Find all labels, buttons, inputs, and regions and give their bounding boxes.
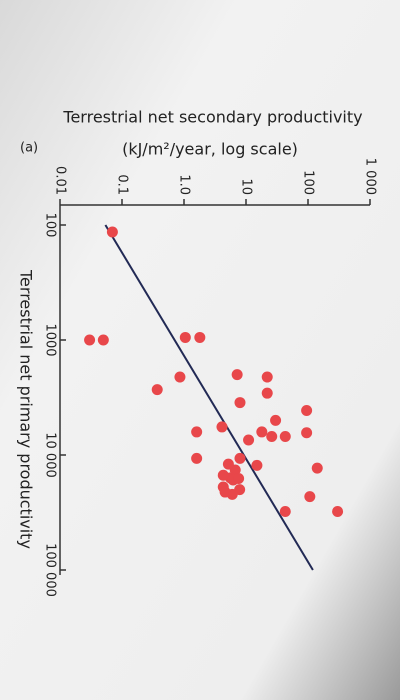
data-point bbox=[266, 430, 278, 442]
data-point bbox=[191, 452, 203, 464]
x-tick-label: 1000 bbox=[43, 323, 58, 356]
data-point bbox=[191, 426, 203, 438]
data-point bbox=[243, 434, 255, 446]
fit-line bbox=[104, 224, 314, 571]
data-point bbox=[332, 506, 344, 518]
data-point bbox=[256, 426, 268, 438]
data-point bbox=[106, 226, 118, 238]
data-point bbox=[217, 469, 229, 481]
x-tick-label: 10 000 bbox=[43, 432, 58, 478]
x-tick-label: 100 bbox=[43, 213, 58, 238]
data-point bbox=[279, 506, 291, 518]
data-point bbox=[270, 414, 282, 426]
chart-title: Terrestrial net secondary productivity bbox=[62, 108, 362, 127]
data-point bbox=[301, 427, 313, 439]
y-tick-label: 0.1 bbox=[115, 174, 130, 195]
data-point bbox=[179, 331, 191, 343]
data-point bbox=[151, 384, 163, 396]
data-point bbox=[174, 371, 186, 383]
y-tick-label: 10 bbox=[239, 178, 254, 195]
x-tick-label: 100 000 bbox=[43, 543, 58, 597]
y-tick-label: 1.0 bbox=[177, 174, 192, 195]
data-point bbox=[261, 371, 273, 383]
data-point bbox=[219, 486, 231, 498]
chart-subtitle: (kJ/m²/year, log scale) bbox=[122, 140, 298, 159]
data-point bbox=[301, 404, 313, 416]
data-point bbox=[234, 397, 246, 409]
data-point bbox=[251, 459, 263, 471]
data-point bbox=[216, 421, 228, 433]
data-point bbox=[194, 331, 206, 343]
data-point bbox=[261, 387, 273, 399]
data-point bbox=[279, 430, 291, 442]
data-point bbox=[234, 452, 246, 464]
data-point bbox=[233, 472, 245, 484]
data-point bbox=[97, 334, 109, 346]
data-point bbox=[231, 369, 243, 381]
data-point bbox=[311, 462, 323, 474]
data-point bbox=[222, 458, 234, 470]
data-point bbox=[304, 491, 316, 503]
panel-label: (a) bbox=[20, 141, 38, 156]
y-tick-label: 0.01 bbox=[53, 166, 68, 195]
data-point bbox=[84, 334, 96, 346]
y-tick-label: 100 bbox=[301, 170, 316, 195]
x-axis-label: Terrestrial net primary productivity bbox=[17, 269, 36, 549]
y-tick-label: 1 000 bbox=[363, 158, 378, 195]
